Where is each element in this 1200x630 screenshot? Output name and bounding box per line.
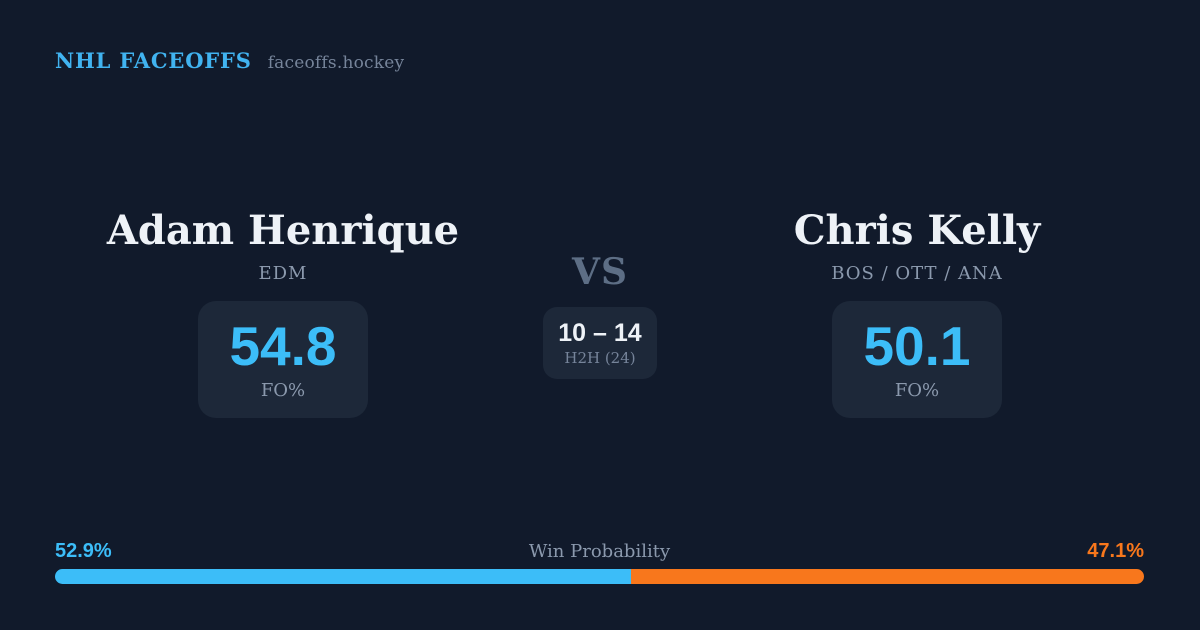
win-probability-right-pct: 47.1% (1087, 540, 1144, 562)
vs-column: VS 10 – 14 H2H (24) (500, 252, 700, 379)
brand-logo: NHL FACEOFFS (55, 48, 252, 73)
win-probability-bar-left-segment (55, 569, 632, 584)
player-right-fo-pct: 50.1 (863, 315, 971, 377)
header: NHL FACEOFFS faceoffs.hockey (55, 48, 404, 73)
h2h-label: H2H (24) (564, 349, 636, 367)
player-left-fo-pct: 54.8 (229, 315, 337, 377)
player-right-stat-label: FO% (894, 380, 940, 401)
player-left-teams: EDM (258, 263, 308, 284)
h2h-box: 10 – 14 H2H (24) (543, 307, 657, 379)
player-left-column: Adam Henrique EDM 54.8 FO% (103, 208, 463, 418)
h2h-score: 10 – 14 (558, 319, 642, 347)
win-probability-title: Win Probability (528, 541, 671, 562)
win-probability-bar (55, 569, 1144, 584)
player-left-name: Adam Henrique (106, 207, 460, 254)
player-left-stat-label: FO% (260, 380, 306, 401)
player-right-name: Chris Kelly (793, 207, 1041, 254)
player-right-stat-box: 50.1 FO% (832, 301, 1002, 418)
win-probability-bar-right-segment (631, 569, 1144, 584)
player-left-stat-box: 54.8 FO% (198, 301, 368, 418)
player-right-column: Chris Kelly BOS / OTT / ANA 50.1 FO% (737, 208, 1097, 418)
vs-label: VS (572, 251, 628, 293)
site-url: faceoffs.hockey (267, 53, 405, 73)
win-probability-left-pct: 52.9% (55, 540, 112, 562)
win-probability-labels: 52.9% Win Probability 47.1% (55, 540, 1144, 564)
player-right-teams: BOS / OTT / ANA (831, 263, 1003, 284)
